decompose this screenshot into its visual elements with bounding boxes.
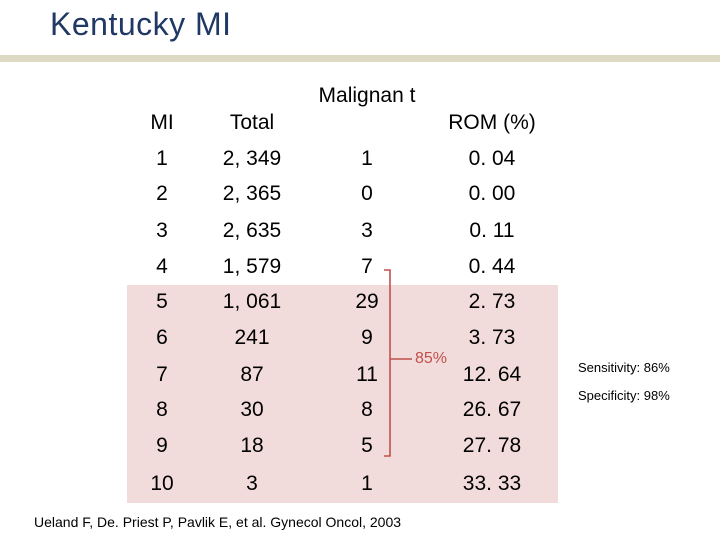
table-cell-total: 30 [240, 398, 264, 421]
table-cell-malignant: 3 [361, 219, 373, 242]
table-cell-rom: 0. 00 [468, 182, 516, 205]
header-malignant: Malignan t [318, 84, 416, 107]
table-cell-mi: 6 [156, 326, 168, 349]
table-cell-mi: 5 [156, 290, 168, 313]
table-cell-total: 1, 579 [222, 255, 282, 278]
header-mi: MI [150, 111, 174, 134]
citation: Ueland F, De. Priest P, Pavlik E, et al.… [34, 514, 402, 530]
table-cell-rom: 2. 73 [468, 290, 516, 313]
header-rom: ROM (%) [448, 111, 536, 134]
highlight-band [127, 285, 558, 503]
table-cell-mi: 2 [156, 182, 168, 205]
bracket-icon [384, 269, 412, 457]
table-cell-total: 2, 365 [222, 182, 282, 205]
table-cell-malignant: 1 [361, 472, 373, 495]
table-cell-malignant: 11 [356, 363, 378, 386]
table-cell-mi: 10 [150, 472, 174, 495]
table-cell-rom: 26. 67 [462, 398, 522, 421]
table-cell-rom: 0. 44 [468, 255, 516, 278]
threshold-percent-label: 85% [415, 350, 448, 367]
table-cell-mi: 9 [156, 434, 168, 457]
table-cell-malignant: 1 [361, 147, 373, 170]
sensitivity-label: Sensitivity: 86% [578, 360, 670, 375]
table-cell-rom: 27. 78 [462, 434, 522, 457]
table-cell-malignant: 8 [361, 398, 373, 421]
table-cell-total: 2, 349 [222, 147, 282, 170]
title-divider [0, 55, 720, 62]
table-cell-malignant: 9 [361, 326, 373, 349]
table-cell-total: 2, 635 [222, 219, 282, 242]
table-cell-mi: 8 [156, 398, 168, 421]
table-cell-mi: 1 [156, 147, 168, 170]
table-cell-total: 18 [240, 434, 264, 457]
header-total: Total [229, 111, 275, 134]
table-cell-malignant: 29 [355, 290, 379, 313]
table-cell-mi: 3 [156, 219, 168, 242]
table-cell-malignant: 0 [361, 182, 373, 205]
table-cell-mi: 4 [156, 255, 168, 278]
table-cell-total: 87 [240, 363, 264, 386]
table-cell-rom: 3. 73 [468, 326, 516, 349]
specificity-label: Specificity: 98% [578, 388, 670, 403]
table-cell-malignant: 5 [361, 434, 373, 457]
table-cell-malignant: 7 [361, 255, 373, 278]
table-cell-rom: 0. 04 [468, 147, 516, 170]
table-cell-rom: 33. 33 [462, 472, 522, 495]
table-cell-mi: 7 [156, 363, 168, 386]
table-cell-rom: 12. 64 [462, 363, 522, 386]
page-title: Kentucky MI [50, 6, 232, 42]
table-cell-total: 1, 061 [222, 290, 282, 313]
table-cell-total: 241 [234, 326, 270, 349]
table-cell-total: 3 [246, 472, 258, 495]
table-cell-rom: 0. 11 [469, 219, 515, 242]
